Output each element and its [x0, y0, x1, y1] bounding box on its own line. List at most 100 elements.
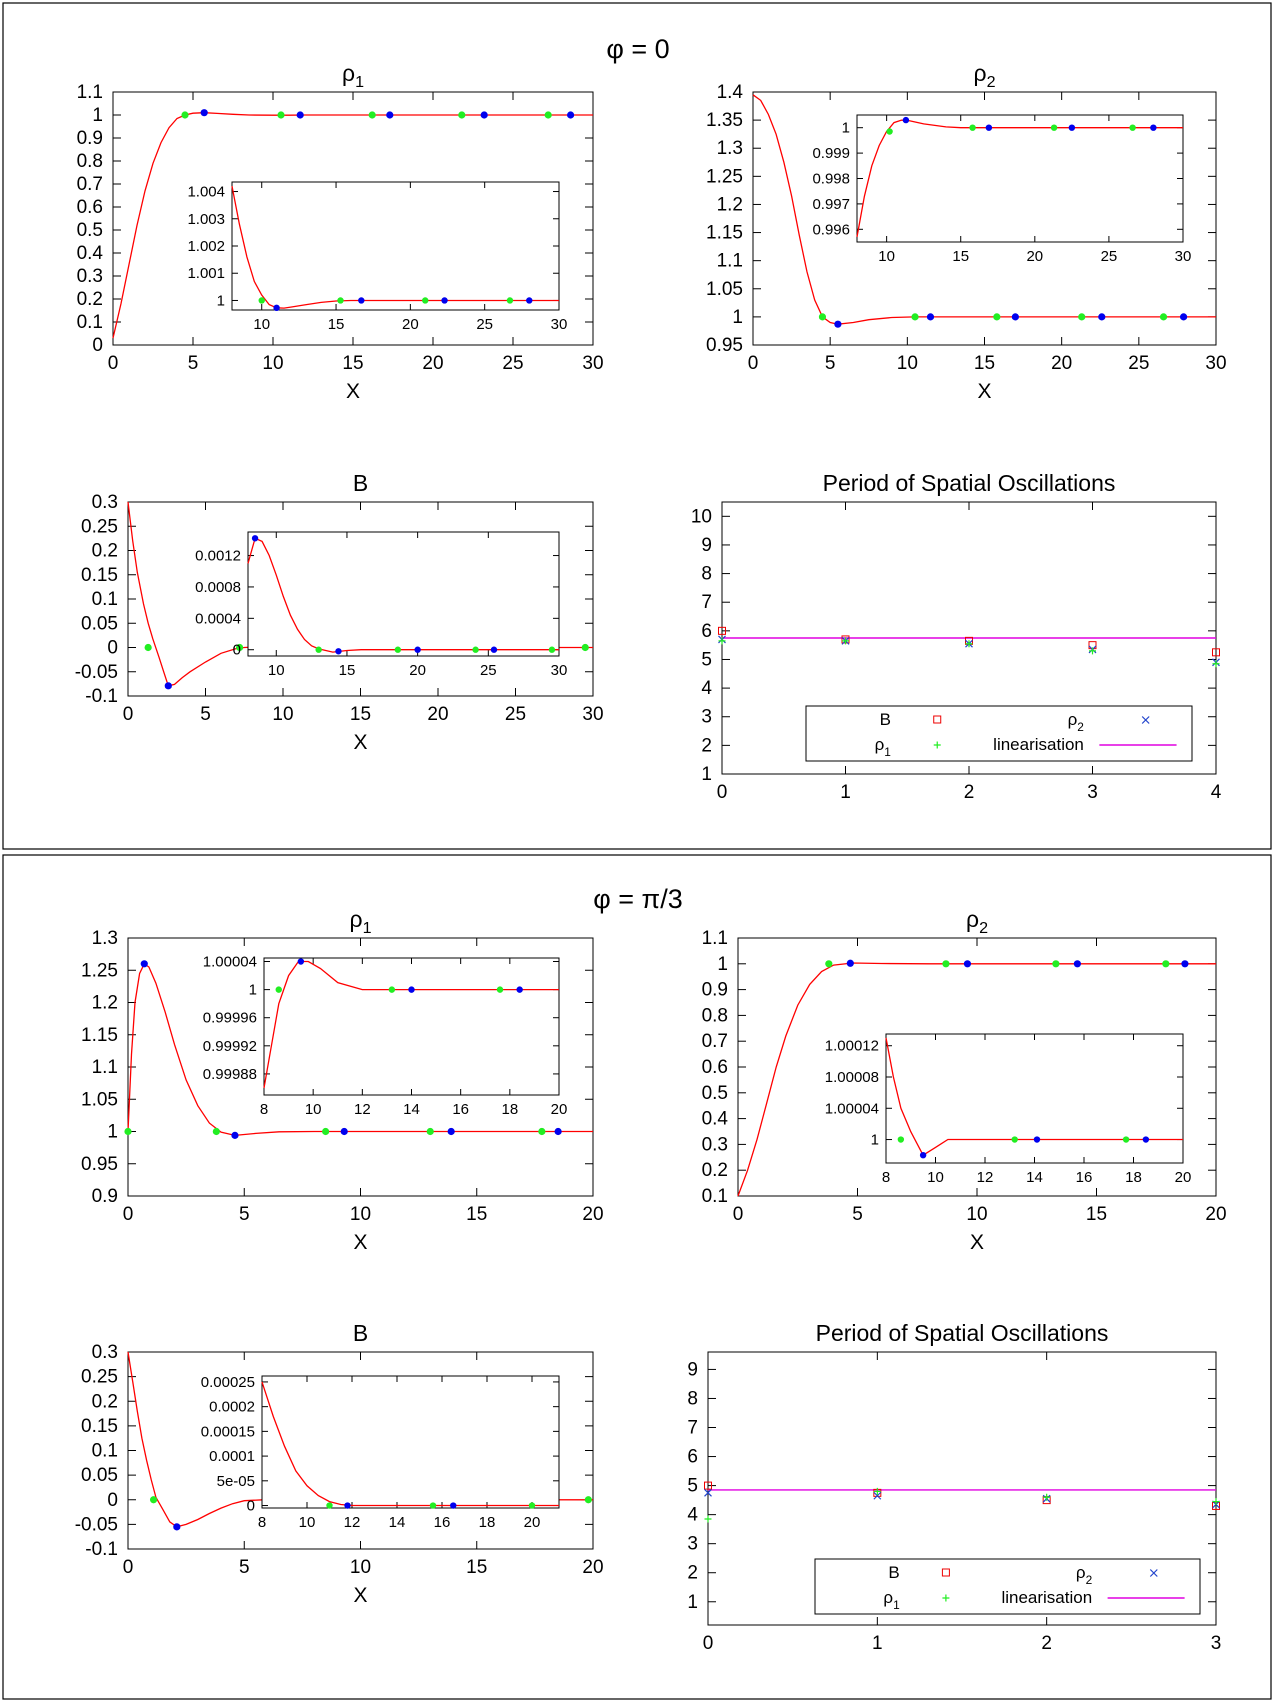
main-y-tick-label: 3 [687, 1534, 698, 1555]
main-y-tick-label: 1.1 [77, 82, 103, 103]
inset-green-marker [1129, 124, 1136, 131]
main-y-tick-label: 0.05 [81, 1465, 118, 1486]
main-y-tick-label: 1.35 [706, 110, 743, 131]
main-x-tick-label: 20 [1205, 1204, 1226, 1225]
x-axis-label: X [353, 1584, 367, 1607]
main-y-tick-label: 1 [687, 1592, 698, 1613]
inset-background [248, 532, 559, 656]
main-y-tick-label: -0.05 [75, 1514, 118, 1535]
inset-x-tick-label: 20 [402, 316, 419, 333]
main-y-tick-label: 0.05 [81, 613, 118, 634]
main-x-tick-label: 20 [427, 704, 448, 725]
blue-marker [140, 960, 148, 968]
inset-green-marker [1011, 1136, 1018, 1143]
blue-marker [200, 109, 208, 117]
inset-y-tick-label: 0 [233, 642, 241, 659]
inset-blue-marker [902, 116, 910, 124]
main-y-tick-label: 1.25 [706, 166, 743, 187]
main-y-tick-label: 1.25 [81, 960, 118, 981]
rho1-marker [873, 1487, 881, 1495]
main-y-tick-label: 1.05 [81, 1089, 118, 1110]
main-y-tick-label: 10 [691, 506, 712, 527]
green-marker [277, 111, 285, 119]
inset-green-marker [337, 297, 344, 304]
inset-green-marker [315, 646, 322, 653]
main-x-tick-label: 5 [852, 1204, 863, 1225]
inset-y-tick-label: 0.997 [812, 196, 850, 213]
main-y-tick-label: 1.4 [717, 82, 744, 103]
main-y-tick-label: 0.95 [706, 335, 743, 356]
inset-x-tick-label: 25 [1101, 248, 1118, 265]
inset-y-tick-label: 1 [842, 120, 850, 137]
main-x-tick-label: 3 [1211, 1633, 1222, 1654]
inset-blue-marker [408, 986, 415, 993]
main-x-tick-label: 20 [582, 1557, 603, 1578]
inset-y-tick-label: 0.0001 [209, 1448, 255, 1465]
inset-y-tick-label: 1 [871, 1132, 879, 1149]
main-y-tick-label: 1 [717, 954, 728, 975]
main-x-tick-label: 30 [582, 353, 603, 374]
inset-y-tick-label: 1.00008 [825, 1069, 879, 1086]
green-marker [144, 643, 152, 652]
rho1-marker [704, 1515, 712, 1523]
inset-background [262, 1376, 559, 1508]
green-marker [1159, 313, 1168, 321]
legend-swatch-rho1 [933, 741, 941, 749]
main-curve [127, 962, 593, 1137]
main-y-tick-label: 0 [107, 1490, 118, 1511]
inset-x-tick-label: 15 [339, 662, 356, 679]
inset-x-tick-label: 30 [551, 662, 568, 679]
rho2-marker [873, 1491, 882, 1500]
chart-title: B [353, 470, 368, 496]
inset-y-tick-label: 0.00015 [201, 1423, 255, 1440]
main-x-tick-label: 25 [505, 704, 526, 725]
blue-marker [1011, 313, 1019, 321]
main-y-tick-label: 6 [701, 621, 712, 642]
main-x-tick-label: 2 [964, 782, 975, 803]
inset-y-tick-label: 1.001 [187, 265, 225, 282]
chart-title: ρ2 [966, 906, 988, 937]
x-axis-label: X [353, 1231, 367, 1254]
main-y-tick-label: 0.9 [77, 128, 103, 149]
main-y-tick-label: 0 [92, 335, 103, 356]
green-marker [124, 1127, 132, 1136]
main-y-tick-label: 0.7 [77, 174, 103, 195]
inset-y-tick-label: 1.003 [187, 211, 225, 228]
inset-x-tick-label: 12 [977, 1169, 994, 1186]
main-x-tick-label: 10 [966, 1204, 987, 1225]
inset-y-tick-label: 0.99988 [203, 1066, 257, 1083]
x-axis-label: X [353, 731, 367, 754]
blue-marker [567, 111, 575, 119]
inset-blue-marker [490, 646, 498, 653]
inset-green-marker [388, 986, 396, 993]
main-x-tick-label: 15 [974, 353, 995, 374]
inset-y-tick-label: 0.0008 [195, 579, 241, 596]
inset-y-tick-label: 1.00004 [203, 954, 257, 971]
green-marker [458, 111, 466, 119]
main-x-tick-label: 5 [825, 353, 836, 374]
main-curve [752, 94, 1216, 325]
inset-x-tick-label: 20 [1175, 1169, 1192, 1186]
chart-s0-rho2: ρ2 X 0 5 10 15 20 25 30 0.95 1 1.05 1.1 1.15 1.2 1.25 1.… [706, 60, 1227, 403]
inset-y-tick-label: 1 [217, 292, 225, 309]
inset-y-tick-label: 0.99996 [203, 1010, 257, 1027]
chart-s1-rho2: ρ2 X 0 5 10 15 20 0.1 0.2 0.3 0.4 0.5 0.6 0.7 0.8 0.9 1 1… [702, 906, 1227, 1254]
section-title-phi-0: φ = 0 [606, 34, 669, 64]
blue-marker [447, 1127, 455, 1136]
inset-green-marker [506, 297, 514, 304]
inset-x-tick-label: 10 [253, 316, 270, 333]
inset-background [264, 958, 559, 1095]
main-y-tick-label: 0.5 [702, 1083, 728, 1104]
main-x-tick-label: 20 [422, 353, 443, 374]
blue-marker [231, 1131, 239, 1139]
main-y-tick-label: 0.95 [81, 1154, 118, 1175]
inset-y-tick-label: 1.002 [187, 238, 225, 255]
inset-x-tick-label: 15 [952, 248, 969, 265]
inset-background [886, 1034, 1183, 1163]
main-x-tick-label: 20 [582, 1204, 603, 1225]
main-y-tick-label: 5 [701, 649, 712, 670]
green-marker [426, 1127, 434, 1136]
blue-marker [1181, 960, 1189, 968]
main-y-tick-label: 7 [701, 592, 712, 613]
